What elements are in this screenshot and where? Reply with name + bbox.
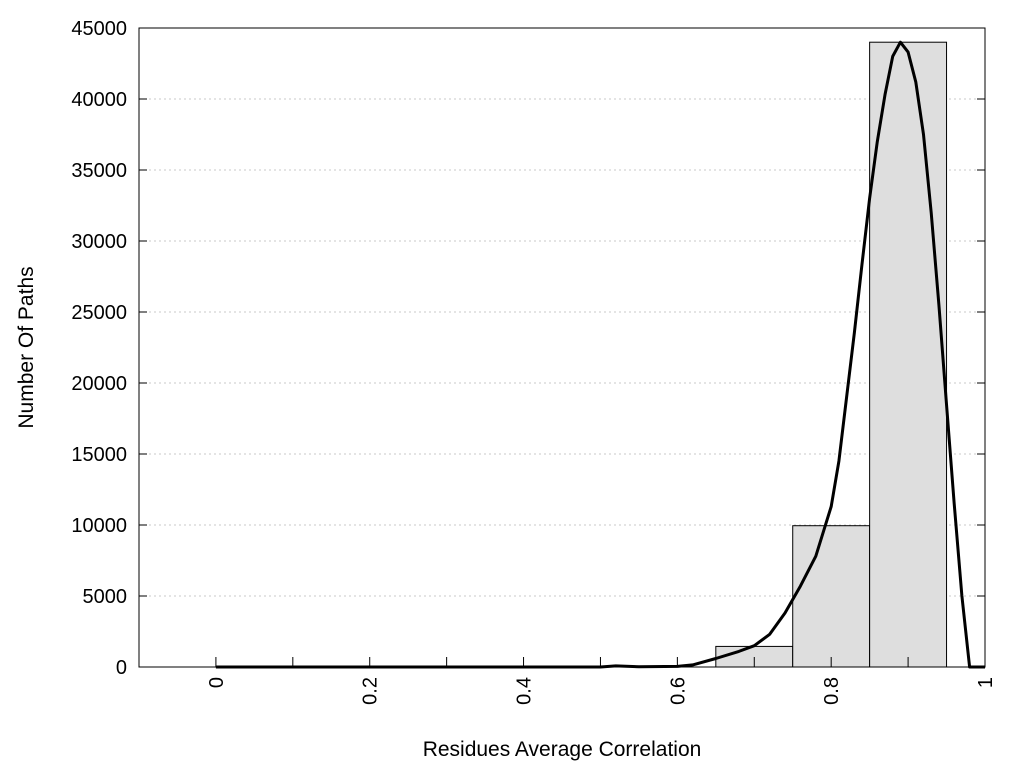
y-tick-label: 15000 — [71, 444, 127, 466]
grid-lines — [139, 98, 985, 597]
x-tick-label: 0.4 — [514, 677, 536, 705]
x-tick-label: 0 — [206, 677, 228, 688]
x-tick-label: 0.2 — [360, 677, 382, 705]
y-tick-label: 0 — [116, 657, 127, 679]
y-axis-label: Number Of Paths — [15, 266, 38, 428]
y-tick-label: 20000 — [71, 373, 127, 395]
y-tick-label: 25000 — [71, 302, 127, 324]
x-tick-label: 1 — [975, 677, 997, 688]
x-tick-label: 0.6 — [667, 677, 689, 705]
density-curve — [215, 40, 985, 669]
y-tick-label: 40000 — [71, 89, 127, 111]
y-tick-label: 30000 — [71, 231, 127, 253]
y-tick-label: 35000 — [71, 160, 127, 182]
x-axis-label: Residues Average Correlation — [423, 738, 702, 761]
histogram-bar — [869, 41, 948, 668]
x-tick-label: 0.8 — [821, 677, 843, 705]
axis-ticks — [139, 27, 985, 668]
y-tick-label: 5000 — [83, 586, 128, 608]
y-tick-label: 45000 — [71, 18, 127, 40]
density-curve-line — [215, 40, 985, 669]
y-tick-label: 10000 — [71, 515, 127, 537]
plot-area-frame — [138, 27, 986, 668]
x-tick-labels: 0 0.2 0.4 0.6 0.8 1 — [206, 677, 997, 705]
y-tick-labels: 0 5000 10000 15000 20000 25000 30000 35000 40000… — [71, 18, 127, 679]
histogram-bars — [715, 41, 948, 668]
histogram-bar — [792, 525, 871, 668]
